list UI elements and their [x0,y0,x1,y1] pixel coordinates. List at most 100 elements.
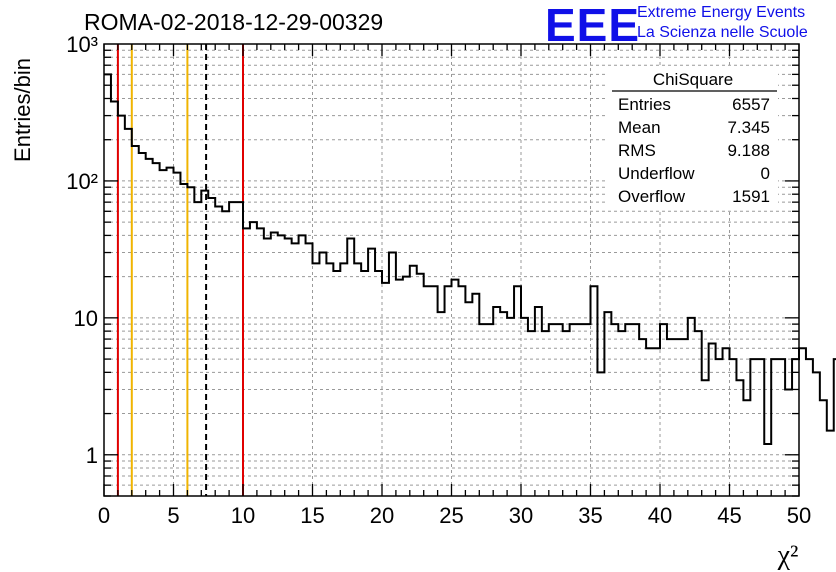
histogram-bin [180,184,187,496]
histogram-bin [646,348,653,496]
histogram-bin [389,253,396,496]
histogram-bin [750,359,757,496]
grid-lines [104,44,799,496]
histogram-bin [306,243,313,496]
histogram-bin [681,339,688,496]
histogram-bin [625,324,632,496]
histogram-bin [778,359,785,496]
histogram-bin [764,444,771,496]
axis-tick-labels: 0 5 10 15 20 25 30 35 40 45 50 1 10 10² 10³ [66,32,811,528]
histogram-bin [757,359,764,496]
histogram-bin [820,400,827,496]
marker-lines [116,44,244,496]
histogram-bin [194,202,201,496]
histogram-bin [771,359,778,496]
stats-row-label: RMS [618,141,656,160]
histogram-bin [146,159,153,496]
x-tick-label: 45 [717,503,741,528]
x-tick-label: 10 [231,503,255,528]
histogram-bin [799,348,806,496]
stats-box: ChiSquare Entries 6557 Mean 7.345 RMS 9.188 Un… [608,66,778,210]
stats-row-label: Overflow [618,187,686,206]
histogram-bin [201,191,208,496]
y-tick-label: 10³ [66,32,98,57]
histogram-bin [174,173,181,496]
histogram-bin [827,431,834,496]
histogram-bin [653,348,660,496]
histogram-bin [299,235,306,496]
histogram-bin [243,228,250,496]
histogram-bin [479,324,486,496]
stats-row-value: 1591 [732,187,770,206]
histogram-bin [187,187,194,496]
histogram-series [104,73,836,496]
histogram-bin [702,380,709,496]
histogram-bin [639,339,646,496]
histogram-bin [688,318,695,496]
histogram-bin [160,170,167,496]
x-tick-label: 25 [439,503,463,528]
histogram-bin [806,359,813,496]
histogram-bin [549,324,556,496]
histogram-bin [229,202,236,496]
histogram-bin [132,146,139,496]
stats-row-label: Entries [618,95,671,114]
histogram-bin [153,163,160,496]
logo-line-1: Extreme Energy Events [637,4,806,21]
x-tick-label: 20 [370,503,394,528]
stats-row-value: 6557 [732,95,770,114]
histogram-bin [403,277,410,496]
histogram-bin [674,339,681,496]
histogram-bin [292,243,299,496]
stats-row-label: Mean [618,118,661,137]
histogram-bin [709,343,716,496]
stats-row-value: 7.345 [727,118,770,137]
histogram-bin [597,372,604,496]
histogram-bin [118,116,125,496]
logo-line-2: La Scienza nelle Scuole [637,24,808,41]
histogram-bin [236,202,243,496]
histogram-bin [375,271,382,496]
histogram-bin [521,318,528,496]
histogram-bin [785,389,792,496]
histogram-bin [486,324,493,496]
y-tick-label: 10² [66,169,98,194]
histogram-bin [723,348,730,496]
x-tick-label: 0 [98,503,110,528]
x-tick-label: 35 [578,503,602,528]
histogram-bin [452,280,459,496]
stats-box-title: ChiSquare [653,70,733,89]
histogram-bin [333,271,340,496]
histogram-bin [215,207,222,496]
histogram-bin [319,253,326,496]
x-tick-label: 5 [167,503,179,528]
histogram-bin [111,102,118,496]
histogram-bin [278,235,285,496]
y-tick-label: 1 [86,443,98,468]
histogram-bin [208,198,215,496]
histogram-bin [736,380,743,496]
histogram-bin [660,324,667,496]
histogram-bin [271,233,278,496]
histogram-step-line [104,73,836,445]
x-tick-label: 40 [648,503,672,528]
stats-box-bg [608,66,778,210]
histogram-bin [104,74,111,496]
y-axis-label: Entries/bin [10,58,35,162]
x-axis-label: χ² [777,540,799,571]
histogram-bin [667,339,674,496]
x-tick-label: 30 [509,503,533,528]
histogram-bin [257,228,264,496]
histogram-bin [125,129,132,496]
stats-row-label: Underflow [618,164,695,183]
eee-logo: EEE [545,0,641,51]
chart-title: ROMA-02-2018-12-29-00329 [84,9,384,35]
histogram-bin [396,280,403,496]
histogram-bin [730,359,737,496]
histogram-bin [716,359,723,496]
histogram-bin [417,274,424,496]
histogram-bin [556,324,563,496]
histogram-bin [743,400,750,496]
histogram-bin [632,324,639,496]
